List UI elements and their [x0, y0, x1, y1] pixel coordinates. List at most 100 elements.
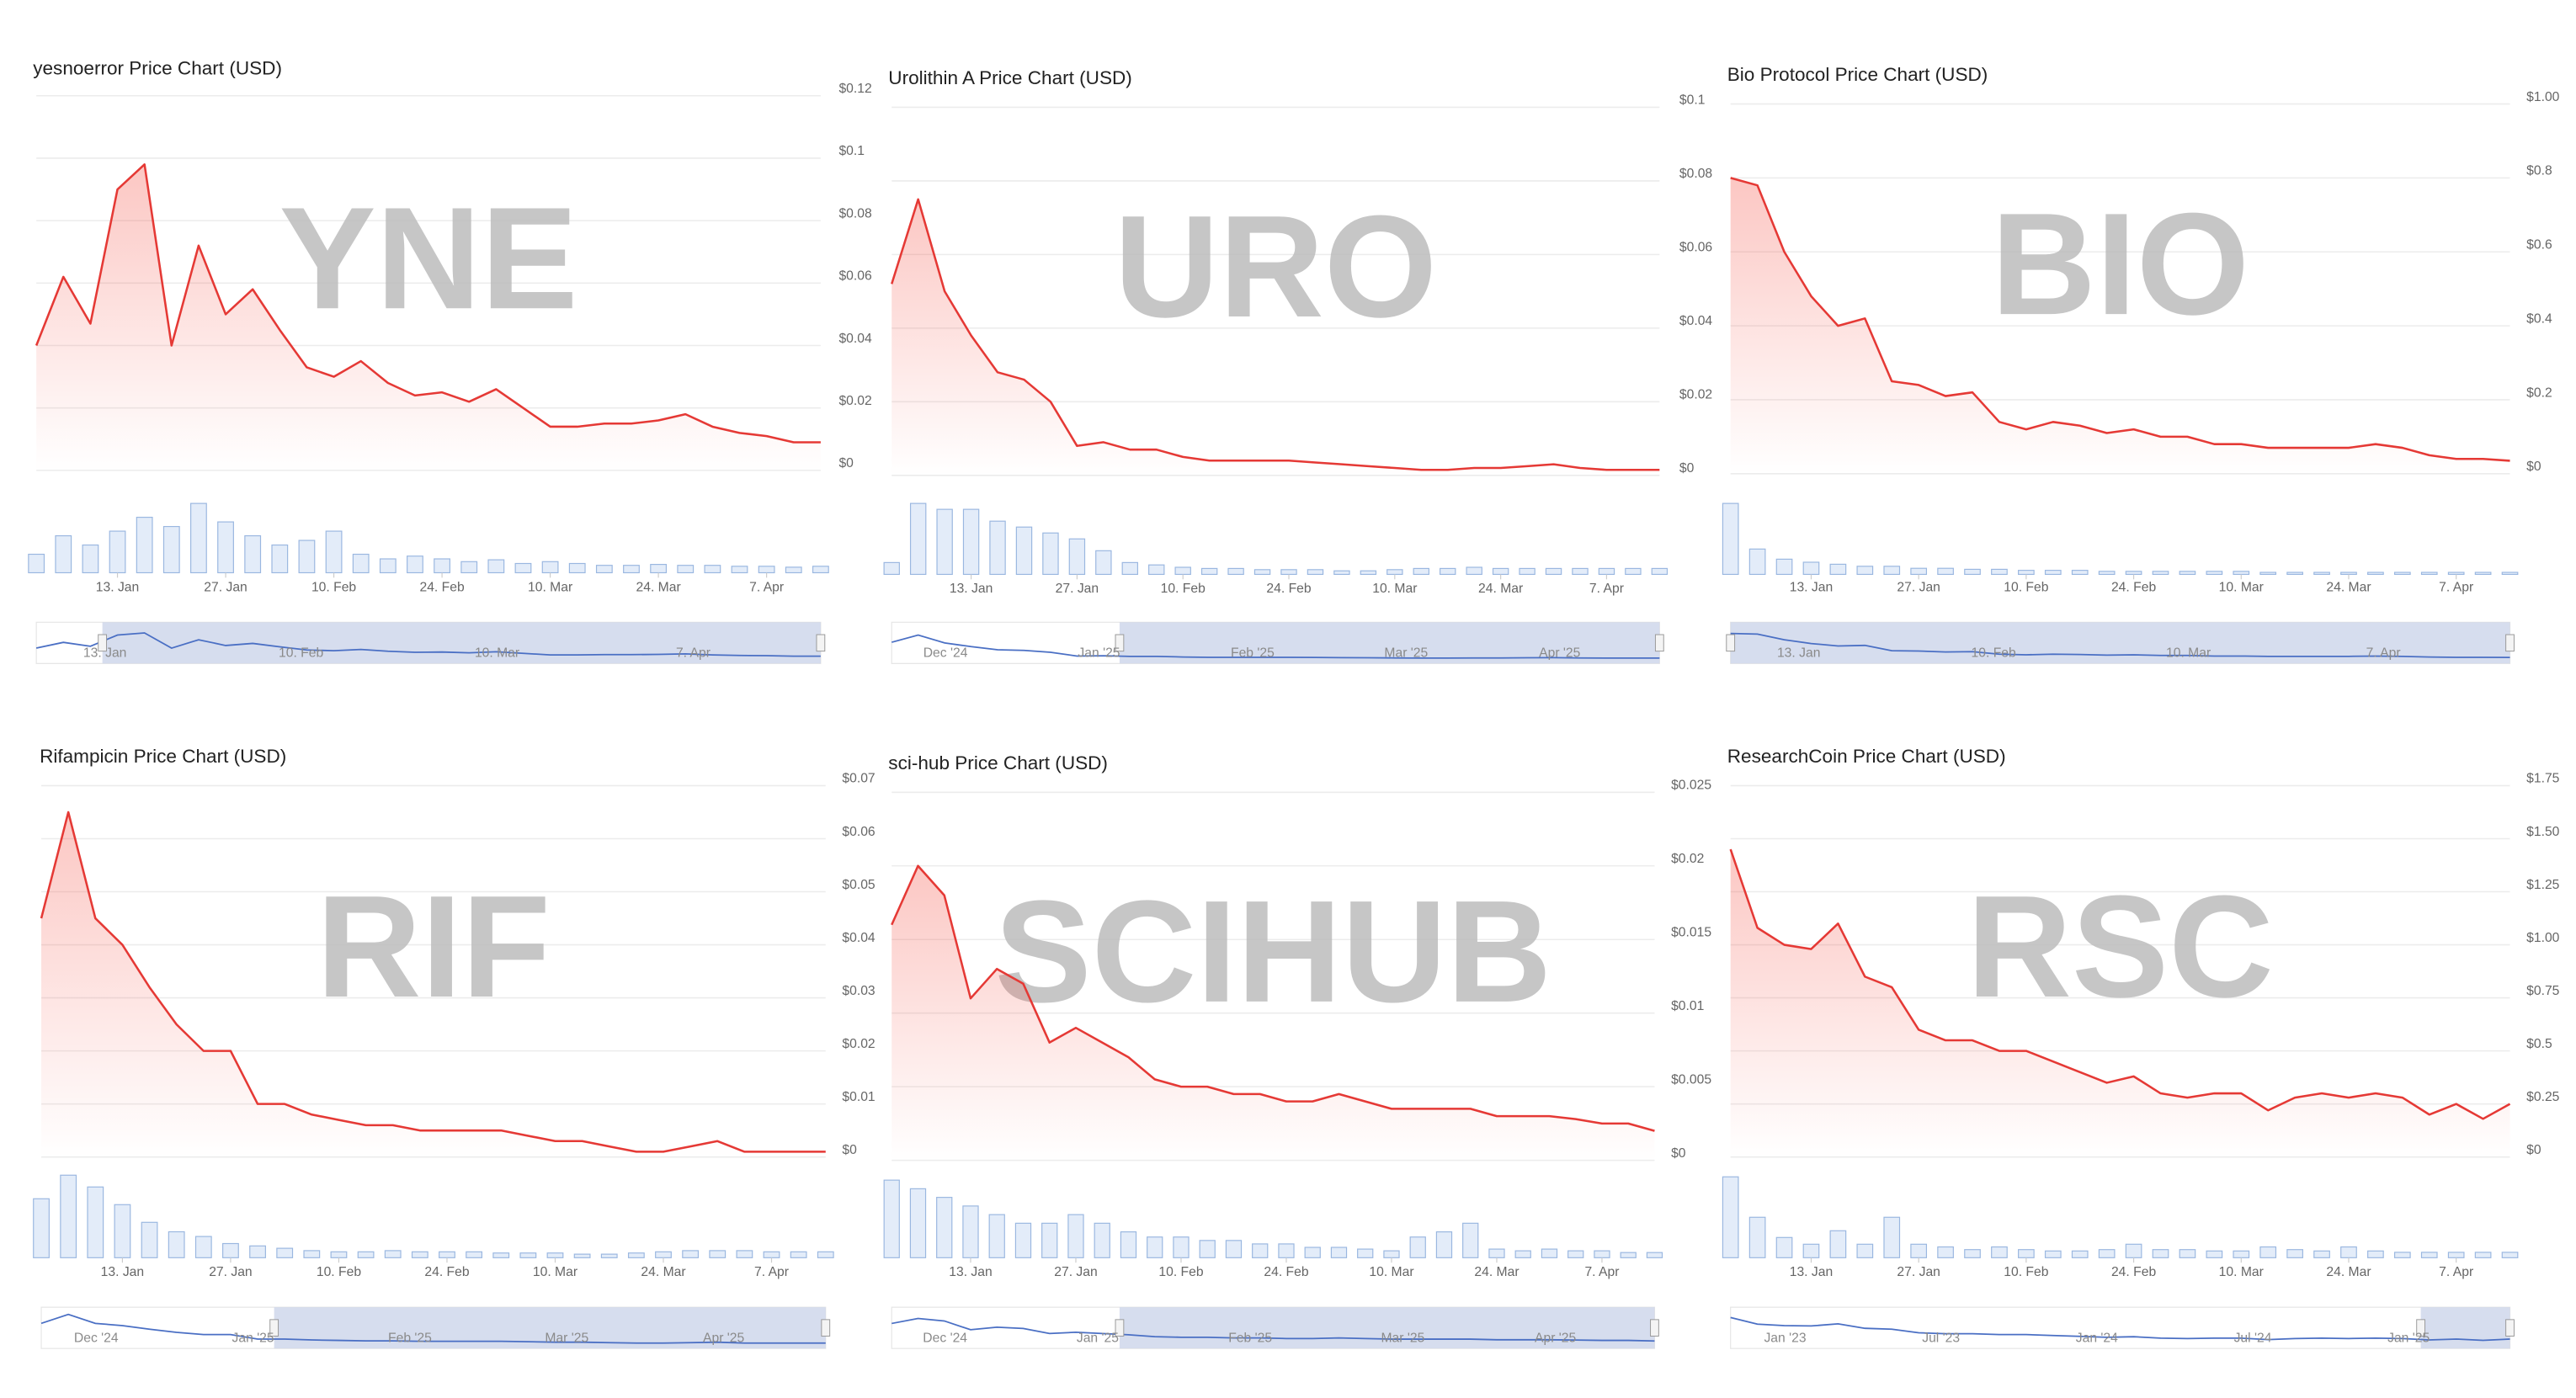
volume-bar — [1386, 569, 1403, 576]
navigator-handle[interactable] — [1115, 634, 1125, 652]
navigator-handle[interactable] — [2416, 1319, 2426, 1337]
volume-bar — [2233, 1250, 2250, 1258]
navigator-selection — [1119, 1307, 1655, 1349]
volume-bar — [2152, 571, 2169, 576]
navigator-handle[interactable] — [2505, 634, 2515, 652]
navigator-handle[interactable] — [2505, 1319, 2515, 1337]
volume-bar — [2206, 1250, 2223, 1258]
volume-bar — [55, 534, 72, 574]
volume-bar — [2179, 1249, 2196, 1258]
volume-bar — [1883, 1216, 1901, 1258]
volume-bar — [1829, 563, 1847, 576]
navigator-label: Mar '25 — [1384, 646, 1428, 661]
navigator-line — [1730, 1316, 2510, 1342]
navigator-label: Apr '25 — [1535, 1332, 1576, 1346]
chart-title: Rifampicin Price Chart (USD) — [40, 746, 286, 767]
navigator-handle[interactable] — [98, 634, 108, 652]
y-tick-label: $0.07 — [842, 772, 875, 786]
navigator-line — [35, 632, 821, 657]
volume-bar — [2447, 1252, 2465, 1258]
navigator-label: 13. Jan — [83, 646, 126, 661]
volume-bar — [190, 502, 207, 574]
volume-bar — [595, 565, 613, 574]
y-tick-label: $0.1 — [838, 144, 865, 158]
x-tick-label: 13. Jan — [96, 580, 139, 594]
volume-bar — [2044, 1250, 2062, 1258]
navigator-label: Jan '24 — [2076, 1332, 2118, 1346]
volume-bar — [384, 1250, 402, 1258]
navigator-label: Jul '23 — [1922, 1332, 1960, 1346]
chart-panel: ResearchCoin Price Chart (USD) $0 $0.25 $0.… — [1722, 746, 2560, 1349]
volume-bar — [2125, 571, 2142, 576]
volume-bar — [736, 1250, 753, 1258]
x-tick-label: 24. Feb — [2111, 1265, 2156, 1279]
volume-bar — [136, 517, 153, 574]
x-tick-label: 24. Mar — [2326, 1265, 2371, 1279]
volume-bar — [763, 1251, 780, 1258]
volume-bar — [1722, 502, 1739, 576]
y-tick-label: $0.2 — [2526, 385, 2552, 400]
price-line — [35, 163, 821, 444]
navigator-handle[interactable] — [816, 634, 826, 652]
x-tick-label: 10. Mar — [1369, 1265, 1413, 1279]
volume-bar — [1440, 567, 1456, 576]
volume-bar — [600, 1253, 618, 1258]
volume-bar — [2393, 1252, 2411, 1258]
volume-bar — [883, 1179, 900, 1258]
navigator-handle[interactable] — [821, 1319, 831, 1337]
volume-bar — [276, 1247, 294, 1258]
navigator-handle[interactable] — [1654, 634, 1664, 652]
y-tick-label: $0.06 — [842, 825, 876, 839]
x-tick-label: 24. Mar — [636, 580, 681, 594]
volume-bar — [352, 553, 370, 574]
x-tick-label: 10. Mar — [533, 1265, 577, 1279]
watermark: RIF — [317, 865, 551, 1028]
volume-bar — [1462, 1222, 1479, 1258]
volume-bar — [357, 1251, 375, 1258]
price-line — [1729, 848, 2511, 1120]
volume-bar — [1829, 1230, 1847, 1258]
volume-bar — [2071, 570, 2089, 576]
navigator-handle[interactable] — [269, 1319, 279, 1337]
y-tick-label: $0.02 — [1679, 388, 1712, 402]
volume-bar — [2018, 1249, 2035, 1258]
volume-bar — [650, 564, 668, 574]
volume-bar — [573, 1253, 591, 1258]
volume-bar — [1068, 538, 1086, 576]
volume-bar — [194, 1236, 212, 1258]
watermark: SCIHUB — [995, 870, 1552, 1033]
y-tick-label: $0.08 — [1679, 167, 1713, 181]
price-area — [891, 199, 1660, 476]
volume-bar — [2018, 570, 2035, 576]
volume-bar — [962, 508, 980, 576]
volume-bar — [1514, 1250, 1531, 1258]
volume-bar — [1357, 1248, 1374, 1258]
volume-bar — [114, 1204, 131, 1258]
x-tick-label: 13. Jan — [950, 582, 993, 596]
navigator-handle[interactable] — [1726, 634, 1736, 652]
navigator-selection — [2420, 1307, 2510, 1349]
volume-bar — [1014, 1222, 1032, 1258]
volume-bar — [2071, 1250, 2089, 1258]
volume-bar — [1545, 567, 1562, 576]
x-tick-label: 10. Mar — [2219, 580, 2264, 594]
volume-bar — [1964, 568, 1981, 576]
volume-bar — [1067, 1214, 1084, 1258]
navigator-label: 10. Feb — [279, 646, 323, 661]
chart-title: Urolithin A Price Chart (USD) — [888, 67, 1131, 88]
volume-bar — [330, 1251, 348, 1258]
volume-bar — [141, 1221, 158, 1258]
x-tick-label: 7. Apr — [1589, 582, 1624, 596]
volume-bar — [2447, 571, 2465, 576]
navigator-label: 10. Mar — [475, 646, 519, 661]
volume-bar — [1519, 567, 1535, 576]
y-tick-label: $0.01 — [842, 1090, 875, 1104]
navigator-label: 13. Jan — [1777, 646, 1820, 661]
x-tick-label: 27. Jan — [1897, 580, 1940, 594]
volume-bar — [1330, 1247, 1348, 1258]
volume-bar — [1252, 1243, 1269, 1258]
navigator-label: Dec '24 — [923, 646, 968, 661]
volume-bar — [1120, 1231, 1137, 1258]
navigator-handle[interactable] — [1650, 1319, 1659, 1337]
navigator-handle[interactable] — [1115, 1319, 1125, 1337]
